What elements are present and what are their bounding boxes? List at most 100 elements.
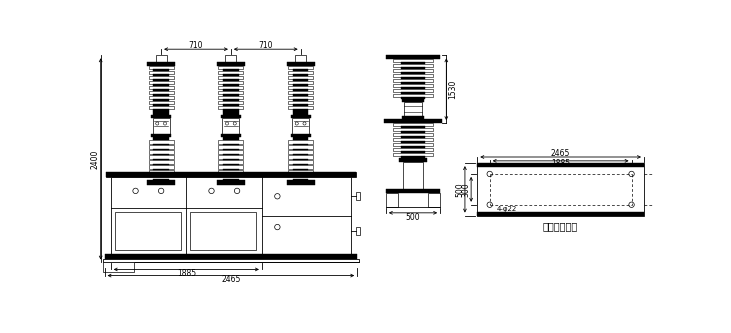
Text: 2400: 2400 <box>91 149 99 168</box>
Bar <box>153 118 170 134</box>
Bar <box>288 101 313 104</box>
Bar <box>219 146 243 149</box>
Bar <box>401 126 425 128</box>
Bar <box>217 180 245 185</box>
Bar <box>148 161 173 164</box>
Bar <box>219 71 243 74</box>
Bar <box>223 84 238 86</box>
Bar <box>288 86 313 89</box>
Bar <box>223 111 238 115</box>
Bar <box>293 168 308 170</box>
Bar <box>393 148 433 151</box>
Bar <box>288 76 313 79</box>
Bar <box>223 144 238 146</box>
Bar <box>288 71 313 74</box>
Bar <box>293 154 308 156</box>
Bar <box>151 134 171 137</box>
Bar <box>154 104 169 106</box>
Bar <box>293 178 308 180</box>
Bar <box>393 89 433 92</box>
Bar <box>148 156 173 159</box>
Bar <box>386 55 440 59</box>
Bar <box>148 151 173 154</box>
Bar <box>223 178 238 180</box>
Bar <box>148 141 173 144</box>
Bar <box>293 94 308 96</box>
Bar <box>401 77 425 79</box>
Bar <box>384 119 442 123</box>
Bar <box>221 115 241 118</box>
Bar <box>393 84 433 87</box>
Bar <box>288 141 313 144</box>
Bar <box>293 109 308 111</box>
Bar <box>219 151 243 154</box>
Bar <box>111 177 351 254</box>
Bar <box>293 149 308 151</box>
Bar <box>154 111 169 115</box>
Bar <box>223 137 238 141</box>
Bar <box>293 74 308 76</box>
Bar <box>223 173 238 175</box>
Bar <box>154 149 169 151</box>
Text: 500: 500 <box>455 182 464 197</box>
Bar <box>154 99 169 101</box>
Bar <box>401 156 425 158</box>
Bar <box>292 118 309 134</box>
Bar <box>401 97 425 99</box>
Bar <box>223 164 238 166</box>
Bar <box>154 154 169 156</box>
Bar <box>288 66 313 69</box>
Text: 4-φ22: 4-φ22 <box>496 205 517 211</box>
Bar <box>148 76 173 79</box>
Bar <box>148 66 173 69</box>
Bar <box>223 154 238 156</box>
Bar <box>154 109 169 111</box>
Bar <box>288 81 313 84</box>
Bar <box>401 151 425 153</box>
Bar <box>401 87 425 89</box>
Bar <box>154 168 169 170</box>
Bar <box>288 170 313 173</box>
Text: 300: 300 <box>461 182 470 197</box>
Bar <box>288 106 313 109</box>
Bar <box>219 161 243 164</box>
Text: 安装孔示意图: 安装孔示意图 <box>543 221 578 231</box>
Bar <box>295 55 306 62</box>
Bar <box>219 81 243 84</box>
Bar <box>293 173 308 175</box>
Bar <box>154 144 169 146</box>
Bar <box>477 163 644 215</box>
Bar <box>219 141 243 144</box>
Bar <box>148 166 173 168</box>
Bar <box>154 137 169 141</box>
Bar <box>103 262 134 272</box>
Bar <box>223 168 238 170</box>
Bar <box>401 131 425 133</box>
Bar <box>154 164 169 166</box>
Bar <box>288 166 313 168</box>
Bar <box>219 86 243 89</box>
Bar <box>287 62 314 66</box>
Text: 500: 500 <box>406 213 420 222</box>
Text: 710: 710 <box>259 41 273 50</box>
Bar <box>288 175 313 178</box>
Bar <box>105 254 357 259</box>
Bar <box>293 111 308 115</box>
Text: 1885: 1885 <box>551 160 570 168</box>
Bar <box>106 172 356 177</box>
Bar <box>148 86 173 89</box>
Bar <box>293 69 308 71</box>
Bar <box>148 175 173 178</box>
Bar <box>103 259 359 262</box>
Bar <box>288 161 313 164</box>
Bar <box>386 193 398 207</box>
Bar <box>393 128 433 131</box>
Bar <box>219 170 243 173</box>
Bar <box>401 141 425 143</box>
Bar <box>219 166 243 168</box>
Bar <box>402 99 424 102</box>
Bar <box>290 134 311 137</box>
Bar <box>477 163 644 167</box>
Bar <box>223 109 238 111</box>
Bar <box>223 159 238 161</box>
